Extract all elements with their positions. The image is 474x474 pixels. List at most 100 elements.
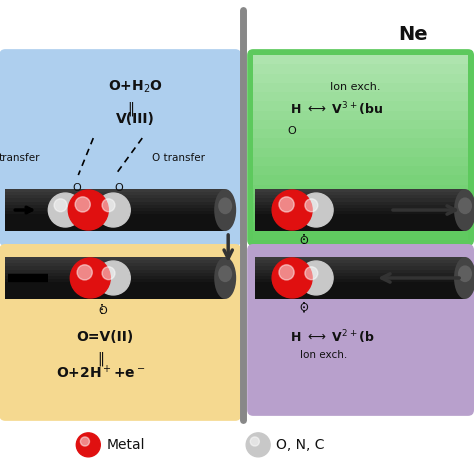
Bar <box>5 195 225 199</box>
Text: H $\longleftrightarrow$ V$^{3+}$(bu: H $\longleftrightarrow$ V$^{3+}$(bu <box>290 100 383 118</box>
Circle shape <box>70 258 110 298</box>
Bar <box>255 189 465 231</box>
Bar <box>253 147 468 157</box>
Bar <box>253 203 468 212</box>
Bar <box>5 201 225 205</box>
Bar <box>5 211 225 214</box>
FancyBboxPatch shape <box>0 49 241 246</box>
FancyBboxPatch shape <box>247 49 474 246</box>
Bar <box>253 212 468 221</box>
Circle shape <box>75 197 90 212</box>
Bar <box>255 279 465 282</box>
Text: O transfer: O transfer <box>152 153 205 163</box>
Bar <box>253 166 468 175</box>
Circle shape <box>68 190 108 230</box>
Circle shape <box>279 197 294 212</box>
Bar <box>5 189 225 192</box>
Circle shape <box>272 258 312 298</box>
Bar <box>5 263 225 266</box>
Bar <box>5 273 225 276</box>
Text: transfer: transfer <box>0 153 40 163</box>
Circle shape <box>96 193 130 227</box>
Bar <box>253 110 468 120</box>
Ellipse shape <box>214 257 236 299</box>
Text: O: O <box>288 126 297 136</box>
Bar <box>253 101 468 110</box>
Ellipse shape <box>458 265 472 282</box>
Bar <box>253 73 468 83</box>
Text: O: O <box>72 183 81 193</box>
Bar <box>255 276 465 279</box>
Bar <box>5 208 225 211</box>
Bar <box>5 189 225 231</box>
Bar <box>253 194 468 203</box>
Text: $\Vert$: $\Vert$ <box>127 100 134 118</box>
Text: Ion exch.: Ion exch. <box>330 82 380 92</box>
Circle shape <box>102 199 115 212</box>
Ellipse shape <box>214 189 236 231</box>
Ellipse shape <box>218 198 232 214</box>
Bar <box>5 205 225 208</box>
Text: O+H$_2$O: O+H$_2$O <box>108 78 163 94</box>
Bar <box>253 129 468 138</box>
Text: Metal: Metal <box>106 438 145 452</box>
Bar <box>5 260 225 263</box>
Circle shape <box>246 433 270 457</box>
Circle shape <box>96 261 130 295</box>
Bar <box>5 192 225 195</box>
FancyBboxPatch shape <box>0 244 241 421</box>
Bar <box>253 55 468 64</box>
Bar <box>253 184 468 194</box>
Bar <box>255 273 465 276</box>
Bar <box>253 221 468 231</box>
Circle shape <box>250 437 259 446</box>
Circle shape <box>81 437 90 446</box>
Bar <box>255 257 465 260</box>
Circle shape <box>299 193 333 227</box>
Text: Ion exch.: Ion exch. <box>300 350 347 360</box>
Text: V(III): V(III) <box>116 112 155 126</box>
Ellipse shape <box>454 257 474 299</box>
Bar <box>5 279 225 282</box>
Bar <box>255 270 465 273</box>
Text: O=V(II): O=V(II) <box>77 330 134 344</box>
Text: O: O <box>114 183 123 193</box>
Circle shape <box>279 265 294 280</box>
Bar <box>253 92 468 101</box>
Bar <box>5 257 225 260</box>
Circle shape <box>54 199 67 212</box>
Text: O: O <box>300 303 309 313</box>
Text: Ne: Ne <box>398 25 428 44</box>
Bar <box>253 138 468 147</box>
Circle shape <box>305 199 318 212</box>
Text: O: O <box>300 236 309 246</box>
Circle shape <box>272 190 312 230</box>
Bar <box>255 260 465 263</box>
Bar <box>5 199 225 201</box>
Circle shape <box>77 265 92 280</box>
Ellipse shape <box>218 265 232 282</box>
Text: O: O <box>98 306 107 316</box>
Bar <box>253 157 468 166</box>
Bar <box>5 276 225 279</box>
Bar <box>255 205 465 208</box>
Circle shape <box>76 433 100 457</box>
Bar <box>253 64 468 73</box>
Bar <box>255 199 465 201</box>
Circle shape <box>305 267 318 280</box>
Bar <box>253 231 468 240</box>
Bar <box>5 270 225 273</box>
Bar <box>255 257 465 299</box>
Bar <box>255 266 465 270</box>
Circle shape <box>299 261 333 295</box>
Bar <box>255 208 465 211</box>
Bar <box>255 211 465 214</box>
Bar <box>253 83 468 92</box>
Bar <box>255 189 465 192</box>
Text: H $\longleftrightarrow$ V$^{2+}$(b: H $\longleftrightarrow$ V$^{2+}$(b <box>290 328 374 346</box>
Bar <box>5 257 225 299</box>
Bar <box>255 263 465 266</box>
Text: $\Vert$: $\Vert$ <box>97 350 104 368</box>
Circle shape <box>48 193 82 227</box>
Bar <box>5 266 225 270</box>
